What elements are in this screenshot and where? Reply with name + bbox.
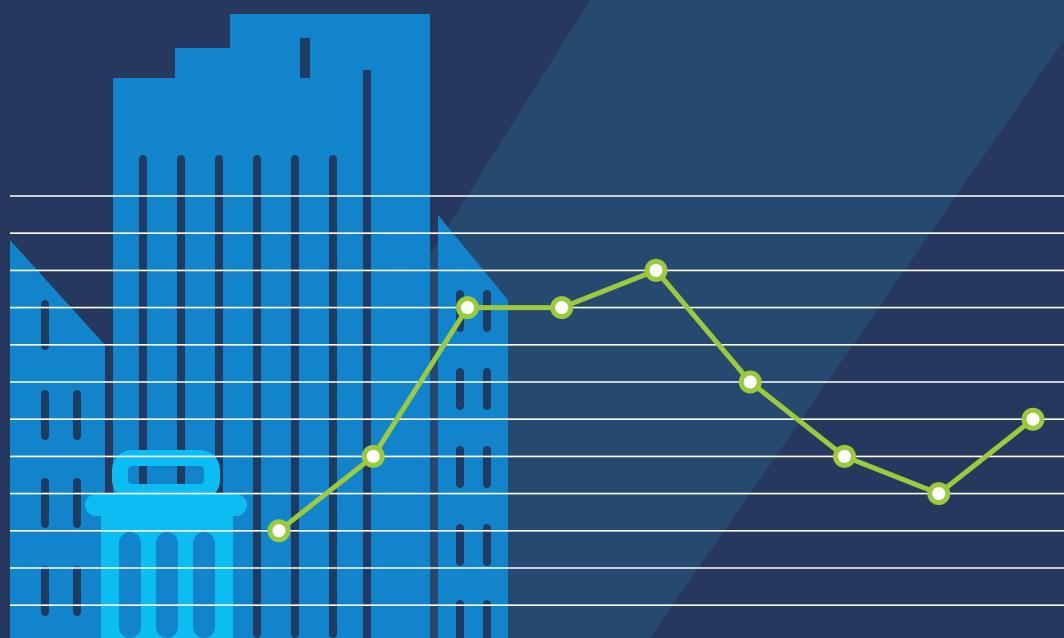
building-window: [41, 566, 49, 616]
building-window: [456, 368, 464, 410]
building-window: [253, 155, 261, 638]
building-window: [483, 368, 491, 410]
building-window: [41, 390, 49, 440]
data-point: [1021, 407, 1045, 431]
building-window: [483, 446, 491, 488]
building-window: [456, 446, 464, 488]
building-window: [73, 390, 81, 440]
office-building-icon: [10, 14, 508, 638]
grid-lines: [10, 195, 1064, 607]
building-window: [73, 478, 81, 528]
building-window: [456, 524, 464, 566]
data-point: [738, 370, 762, 394]
building-window: [291, 155, 299, 638]
building-window: [456, 600, 464, 638]
building-window: [73, 566, 81, 616]
data-point: [361, 444, 385, 468]
building-window: [41, 478, 49, 528]
building-window: [483, 290, 491, 332]
data-point: [644, 258, 668, 282]
building-window: [41, 300, 49, 350]
data-point: [456, 296, 479, 320]
data-point: [833, 444, 856, 468]
trash-can-icon: [85, 450, 247, 638]
building-window: [329, 155, 337, 638]
series-line-chart: [267, 258, 1045, 543]
building-window: [483, 600, 491, 638]
data-point: [927, 482, 951, 506]
data-point: [550, 296, 574, 320]
data-point: [267, 519, 291, 543]
building-window: [483, 524, 491, 566]
